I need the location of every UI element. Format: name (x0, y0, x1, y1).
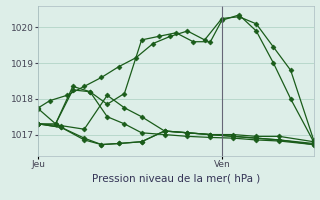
X-axis label: Pression niveau de la mer( hPa ): Pression niveau de la mer( hPa ) (92, 173, 260, 183)
